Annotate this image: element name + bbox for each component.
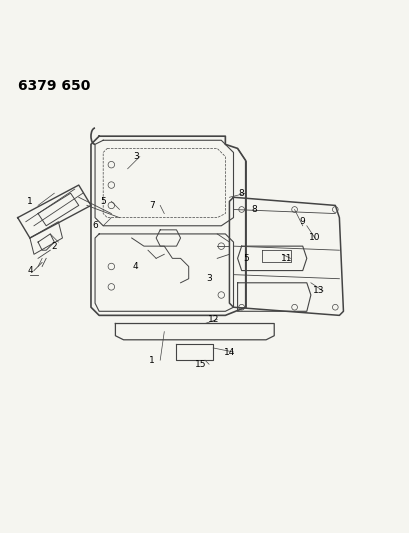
Text: 3: 3 bbox=[206, 274, 211, 283]
Text: 8: 8 bbox=[238, 189, 244, 198]
Text: 10: 10 bbox=[308, 233, 320, 243]
Text: 3: 3 bbox=[133, 152, 138, 161]
Text: 5: 5 bbox=[100, 197, 106, 206]
Text: 14: 14 bbox=[223, 348, 234, 357]
Text: 4: 4 bbox=[27, 266, 33, 275]
Text: 1: 1 bbox=[27, 197, 33, 206]
Text: 6379 650: 6379 650 bbox=[18, 79, 90, 93]
Text: 8: 8 bbox=[250, 205, 256, 214]
Text: 1: 1 bbox=[149, 356, 155, 365]
Text: 15: 15 bbox=[195, 360, 206, 369]
Text: 13: 13 bbox=[312, 286, 324, 295]
Text: 12: 12 bbox=[207, 315, 218, 324]
Text: 9: 9 bbox=[299, 217, 305, 226]
Text: 6: 6 bbox=[92, 221, 98, 230]
Text: 11: 11 bbox=[280, 254, 292, 263]
Text: 4: 4 bbox=[133, 262, 138, 271]
Text: 2: 2 bbox=[52, 241, 57, 251]
Text: 7: 7 bbox=[149, 201, 155, 210]
Text: 5: 5 bbox=[242, 254, 248, 263]
